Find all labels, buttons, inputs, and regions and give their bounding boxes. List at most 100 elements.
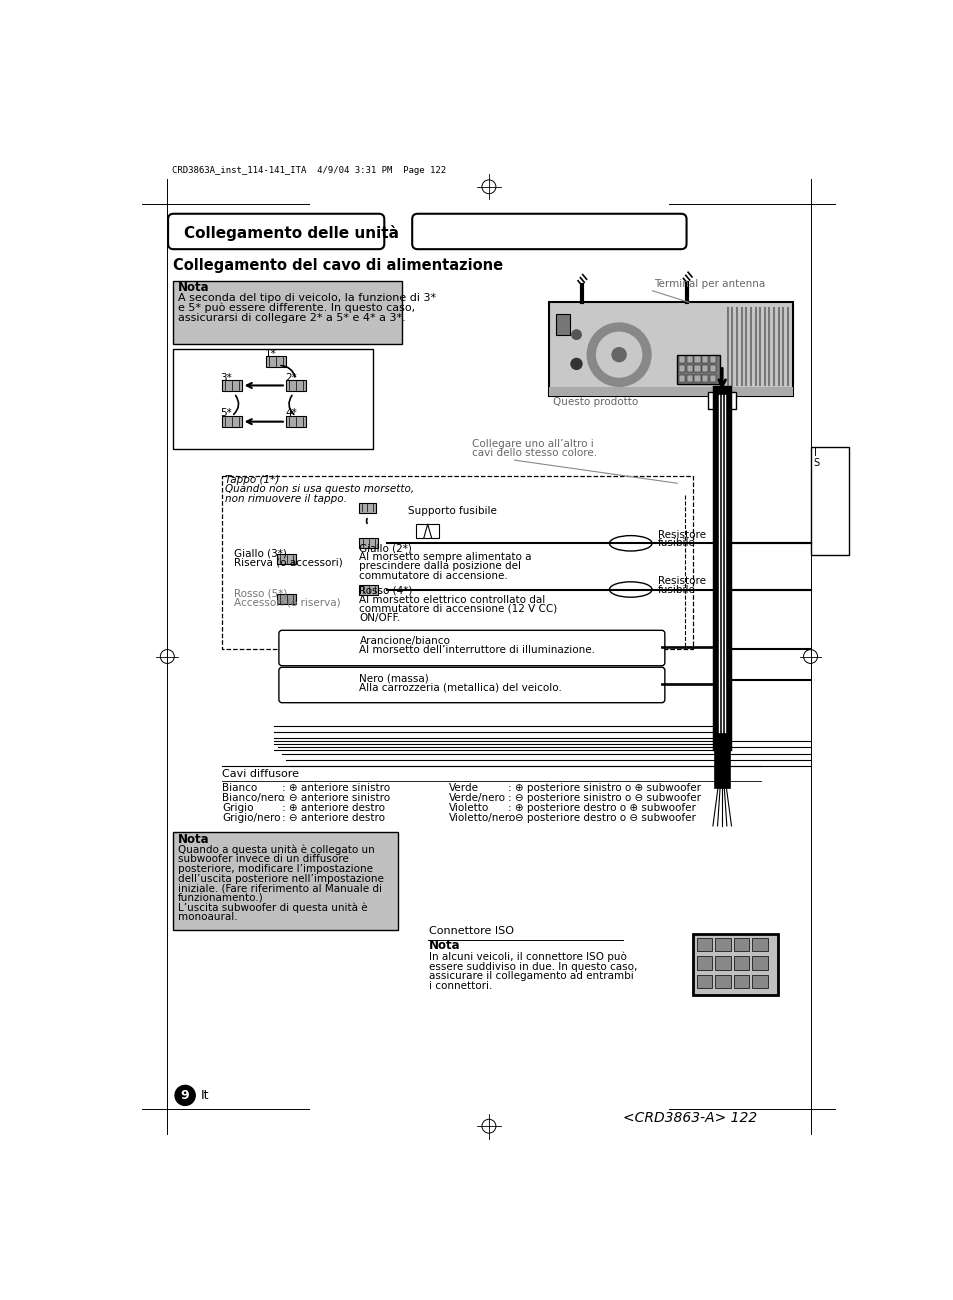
Bar	[686, 374, 692, 382]
Text: Resistore: Resistore	[658, 530, 705, 540]
Circle shape	[586, 322, 651, 387]
Bar	[427, 942, 679, 996]
Bar	[701, 365, 707, 372]
Text: Riserva (o accessori): Riserva (o accessori)	[233, 558, 342, 568]
Text: subwoofer invece di un diffusore: subwoofer invece di un diffusore	[178, 854, 349, 864]
Circle shape	[611, 347, 626, 363]
Text: : ⊖ posteriore sinistro o ⊖ subwoofer: : ⊖ posteriore sinistro o ⊖ subwoofer	[508, 793, 700, 803]
Text: Grigio: Grigio	[222, 803, 253, 814]
Text: iniziale. (Fare riferimento al Manuale di: iniziale. (Fare riferimento al Manuale d…	[178, 884, 382, 893]
Bar	[707, 393, 736, 410]
Bar	[266, 356, 286, 367]
Text: Bianco: Bianco	[222, 783, 257, 793]
FancyBboxPatch shape	[278, 630, 664, 666]
Bar	[752, 956, 767, 970]
Text: ON/OFF.: ON/OFF.	[359, 614, 400, 623]
Bar	[222, 476, 692, 649]
Bar	[709, 365, 716, 372]
Text: Verde: Verde	[448, 783, 478, 793]
Text: Collegamento delle unità: Collegamento delle unità	[184, 225, 399, 240]
Text: It: It	[200, 1089, 209, 1102]
Text: Grigio/nero: Grigio/nero	[222, 814, 280, 823]
Circle shape	[571, 329, 581, 341]
Text: Alla carrozzeria (metallica) del veicolo.: Alla carrozzeria (metallica) del veicolo…	[359, 682, 561, 693]
Text: Tappo (1*): Tappo (1*)	[224, 476, 278, 485]
Text: assicurarsi di collegare 2* a 5* e 4* a 3*.: assicurarsi di collegare 2* a 5* e 4* a …	[178, 313, 405, 322]
Bar	[549, 303, 793, 396]
Text: Resistore: Resistore	[658, 576, 705, 586]
Bar	[359, 585, 377, 594]
FancyBboxPatch shape	[168, 213, 384, 250]
Text: In alcuni veicoli, il connettore ISO può: In alcuni veicoli, il connettore ISO può	[429, 952, 626, 962]
Bar	[694, 374, 700, 382]
Text: Connettore ISO: Connettore ISO	[429, 926, 514, 936]
Bar	[221, 380, 241, 391]
Text: Giallo (2*): Giallo (2*)	[359, 543, 412, 552]
Text: Supporto fusibile: Supporto fusibile	[407, 506, 496, 516]
Bar	[733, 975, 748, 988]
Text: Verde/nero: Verde/nero	[448, 793, 505, 803]
Bar	[686, 365, 692, 372]
FancyBboxPatch shape	[278, 667, 664, 703]
Bar	[286, 380, 306, 391]
Bar	[709, 374, 716, 382]
Bar	[715, 937, 730, 952]
Text: I: I	[813, 448, 816, 459]
Bar	[686, 356, 692, 363]
Text: Nota: Nota	[178, 833, 210, 846]
Bar	[221, 416, 241, 426]
Circle shape	[174, 1086, 195, 1105]
Text: 4*: 4*	[285, 408, 296, 419]
Bar	[173, 348, 373, 448]
Text: Questo prodotto: Questo prodotto	[553, 396, 638, 407]
Text: Nota: Nota	[429, 939, 460, 952]
Bar	[173, 832, 397, 930]
Text: CRD3863A_inst_114-141_ITA  4/9/04 3:31 PM  Page 122: CRD3863A_inst_114-141_ITA 4/9/04 3:31 PM…	[172, 166, 446, 176]
Text: : ⊕ posteriore destro o ⊕ subwoofer: : ⊕ posteriore destro o ⊕ subwoofer	[508, 803, 696, 814]
Text: fusibile: fusibile	[658, 585, 695, 595]
Text: : ⊖ posteriore destro o ⊖ subwoofer: : ⊖ posteriore destro o ⊖ subwoofer	[508, 814, 696, 823]
Bar	[715, 956, 730, 970]
Text: Cavi diffusore: Cavi diffusore	[222, 768, 299, 779]
Bar	[694, 356, 700, 363]
Bar	[555, 313, 569, 335]
Text: prescindere dalla posizione del: prescindere dalla posizione del	[359, 562, 521, 572]
Text: Violetto: Violetto	[448, 803, 488, 814]
Text: Accessori (o riserva): Accessori (o riserva)	[233, 598, 340, 607]
Bar	[416, 524, 439, 538]
Bar	[701, 374, 707, 382]
Text: : ⊕ posteriore sinistro o ⊕ subwoofer: : ⊕ posteriore sinistro o ⊕ subwoofer	[508, 783, 700, 793]
Text: : ⊖ anteriore destro: : ⊖ anteriore destro	[282, 814, 385, 823]
Text: Al morsetto elettrico controllato dal: Al morsetto elettrico controllato dal	[359, 594, 545, 604]
Text: i connettori.: i connettori.	[429, 980, 492, 991]
Text: non rimuovere il tappo.: non rimuovere il tappo.	[224, 494, 346, 503]
Text: : ⊖ anteriore sinistro: : ⊖ anteriore sinistro	[282, 793, 390, 803]
Text: Nero (massa): Nero (massa)	[359, 673, 429, 682]
Text: Rosso (5*): Rosso (5*)	[233, 589, 287, 598]
Ellipse shape	[609, 582, 652, 597]
Bar	[733, 956, 748, 970]
Text: posteriore, modificare l’impostazione: posteriore, modificare l’impostazione	[178, 864, 373, 874]
Text: Giallo (3*): Giallo (3*)	[233, 549, 287, 559]
Text: cavi dello stesso colore.: cavi dello stesso colore.	[472, 448, 597, 459]
Bar	[810, 447, 848, 555]
Text: 3*: 3*	[220, 373, 232, 382]
Bar	[696, 956, 711, 970]
Bar	[752, 975, 767, 988]
Bar	[701, 356, 707, 363]
Bar	[709, 356, 716, 363]
Bar	[358, 503, 375, 512]
Text: 1*: 1*	[265, 348, 276, 359]
Bar	[549, 387, 793, 396]
Text: Quando a questa unità è collegato un: Quando a questa unità è collegato un	[178, 845, 375, 855]
Text: Violetto/nero: Violetto/nero	[448, 814, 516, 823]
Bar	[696, 975, 711, 988]
Circle shape	[596, 332, 641, 378]
Text: monoaural.: monoaural.	[178, 913, 237, 922]
Text: Arancione/bianco: Arancione/bianco	[359, 636, 450, 646]
Text: essere suddiviso in due. In questo caso,: essere suddiviso in due. In questo caso,	[429, 962, 637, 971]
Bar	[679, 365, 684, 372]
Text: Al morsetto dell’interruttore di illuminazione.: Al morsetto dell’interruttore di illumin…	[359, 645, 595, 655]
Bar	[286, 416, 306, 426]
Text: commutatore di accensione.: commutatore di accensione.	[359, 571, 508, 581]
